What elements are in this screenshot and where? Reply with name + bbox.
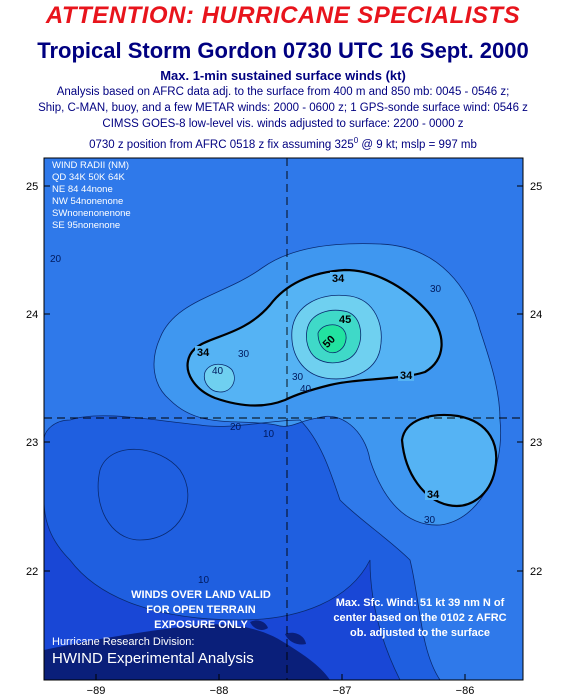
lat-label-right-25: 25 xyxy=(530,181,542,193)
land-islands xyxy=(250,620,306,645)
contour-label-30-center: 30 xyxy=(292,372,304,383)
analysis-note-3: CIMSS GOES-8 low-level vis. winds adjust… xyxy=(102,118,464,130)
subtitle: Max. 1-min sustained surface winds (kt) xyxy=(160,68,406,83)
contour-30kt xyxy=(153,243,502,526)
map-frame xyxy=(43,157,524,681)
lat-label-left-24: 24 xyxy=(26,309,38,321)
lon-label-89: −89 xyxy=(87,685,106,697)
lat-label-left-22: 22 xyxy=(26,566,38,578)
lat-label-right-23: 23 xyxy=(530,437,542,449)
contour-label-34-east: 34 xyxy=(400,370,413,382)
wind-radii-table: WIND RADII (NM) QD 34K 50K 64K NE 84 44n… xyxy=(52,160,131,231)
land-note-line-2: FOR OPEN TERRAIN xyxy=(146,604,255,616)
contour-label-20-west: 20 xyxy=(50,254,62,265)
longitude-axis xyxy=(95,674,466,680)
land-note-line-3: EXPOSURE ONLY xyxy=(154,619,248,631)
contour-label-40-west: 40 xyxy=(212,366,224,377)
contour-label-20-center: 20 xyxy=(230,422,242,433)
lon-label-88: −88 xyxy=(210,685,229,697)
land-note-line-1: WINDS OVER LAND VALID xyxy=(131,589,271,601)
analysis-note-2: Ship, C-MAN, buoy, and a few METAR winds… xyxy=(38,102,528,114)
analysis-note-1: Analysis based on AFRC data adj. to the … xyxy=(56,86,510,98)
band-40kt-west xyxy=(204,364,235,392)
label-box-34-southeast xyxy=(425,488,441,500)
lat-label-left-25: 25 xyxy=(26,181,38,193)
contour-50kt xyxy=(317,324,347,354)
contour-label-40-center: 40 xyxy=(300,384,312,395)
contour-label-10-center: 10 xyxy=(263,429,275,440)
contour-label-30-north: 30 xyxy=(430,284,442,295)
lat-label-left-23: 23 xyxy=(26,437,38,449)
lat-label-right-24: 24 xyxy=(530,309,542,321)
contour-label-45: 45 xyxy=(339,314,351,326)
contour-labels: 34 34 34 34 30 30 30 30 40 40 45 50 20 2… xyxy=(50,254,442,586)
contour-10kt xyxy=(44,499,401,680)
wind-radii-title: WIND RADII (NM) xyxy=(52,160,129,171)
wind-radii-row-nw: NW 54nonenone xyxy=(52,196,123,207)
band-50kt xyxy=(318,324,347,353)
max-wind-line-1: Max. Sfc. Wind: 51 kt 39 nm N of xyxy=(336,597,505,609)
lon-label-86: −86 xyxy=(456,685,475,697)
contour-label-34-west: 34 xyxy=(197,347,210,359)
wind-contour-layers: 34 34 34 34 30 30 30 30 40 40 45 50 20 2… xyxy=(44,158,523,680)
contour-label-10-south: 10 xyxy=(198,575,210,586)
contour-40kt xyxy=(291,294,382,380)
label-box-34-west xyxy=(195,346,211,358)
band-34kt-southeast xyxy=(402,415,497,506)
max-wind-line-3: ob. adjusted to the surface xyxy=(350,627,490,639)
position-note-post: @ 9 kt; mslp = 997 mb xyxy=(358,138,477,151)
land-yucatan xyxy=(44,624,330,680)
contour-low-west xyxy=(97,448,189,541)
contour-34kt xyxy=(186,268,443,407)
contour-45kt xyxy=(306,309,362,364)
contour-label-34-north: 34 xyxy=(332,273,345,285)
label-box-34-east xyxy=(398,369,414,381)
wind-radii-row-se: SE 95nonenone xyxy=(52,220,120,231)
contour-label-30-southeast: 30 xyxy=(424,515,436,526)
lat-label-right-22: 22 xyxy=(530,566,542,578)
contour-lines xyxy=(44,243,502,680)
lon-label-87: −87 xyxy=(333,685,352,697)
position-note-pre: 0730 z position from AFRC 0518 z fix ass… xyxy=(89,138,354,151)
position-note: 0730 z position from AFRC 0518 z fix ass… xyxy=(0,136,566,151)
contour-label-30-west: 30 xyxy=(238,349,250,360)
contour-20kt xyxy=(44,415,441,680)
max-wind-note: Max. Sfc. Wind: 51 kt 39 nm N of center … xyxy=(333,597,506,639)
wind-radii-header: QD 34K 50K 64K xyxy=(52,172,126,183)
hwind-label: HWIND Experimental Analysis xyxy=(52,650,254,667)
label-box-34-north xyxy=(330,272,346,284)
page-title: Tropical Storm Gordon 0730 UTC 16 Sept. … xyxy=(37,38,529,63)
position-note-degree: 0 xyxy=(353,136,359,145)
latitude-axis xyxy=(44,185,523,572)
wind-radii-row-ne: NE 84 44none xyxy=(52,184,113,195)
hrd-credit: Hurricane Research Division: xyxy=(52,636,194,648)
contour-40kt-west xyxy=(203,363,235,393)
max-wind-line-2: center based on the 0102 z AFRC xyxy=(333,612,506,624)
wind-radii-row-sw: SWnonenonenone xyxy=(52,208,131,219)
attention-heading: ATTENTION: HURRICANE SPECIALISTS xyxy=(45,2,521,29)
contour-label-34-southeast: 34 xyxy=(427,489,440,501)
land-validity-note: WINDS OVER LAND VALID FOR OPEN TERRAIN E… xyxy=(131,589,271,631)
